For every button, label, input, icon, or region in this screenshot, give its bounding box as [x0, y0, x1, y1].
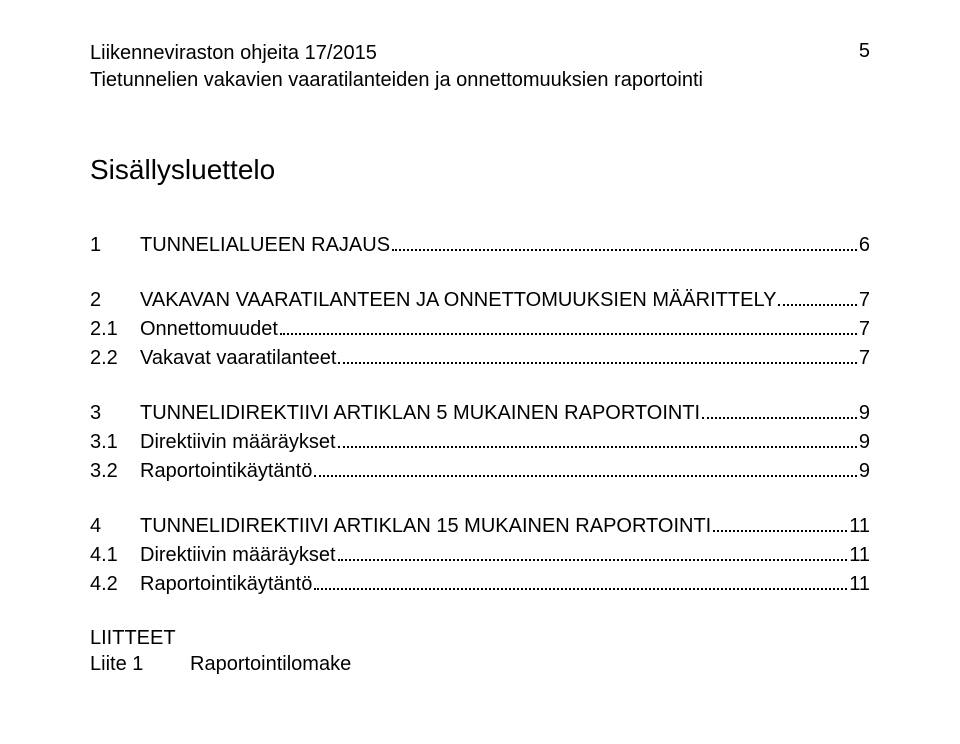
toc-page: 7	[859, 344, 870, 373]
header-line2: Tietunnelien vakavien vaaratilanteiden j…	[90, 67, 703, 94]
toc-label-wrap: VAKAVAN VAARATILANTEEN JA ONNETTOMUUKSIE…	[140, 286, 870, 315]
toc-label-wrap: TUNNELIDIREKTIIVI ARTIKLAN 15 MUKAINEN R…	[140, 512, 870, 541]
toc-group: 2 VAKAVAN VAARATILANTEEN JA ONNETTOMUUKS…	[90, 286, 870, 373]
toc-page: 9	[859, 399, 870, 428]
appendix-section: LIITTEET Liite 1 Raportointilomake	[90, 627, 870, 679]
toc-page: 11	[849, 570, 870, 599]
toc-label-wrap: TUNNELIALUEEN RAJAUS 6	[140, 231, 870, 260]
toc-label-wrap: Raportointikäytäntö 9	[140, 457, 870, 486]
toc-number: 2.1	[90, 315, 140, 344]
toc-leader	[713, 512, 847, 532]
toc-leader	[392, 231, 857, 251]
toc-label: VAKAVAN VAARATILANTEEN JA ONNETTOMUUKSIE…	[140, 286, 776, 315]
toc-group: 1 TUNNELIALUEEN RAJAUS 6	[90, 231, 870, 260]
toc-leader	[280, 315, 857, 335]
toc-number: 3.1	[90, 428, 140, 457]
header-left: Liikenneviraston ohjeita 17/2015 Tietunn…	[90, 40, 703, 94]
toc-leader	[314, 570, 847, 590]
toc-row: 2 VAKAVAN VAARATILANTEEN JA ONNETTOMUUKS…	[90, 286, 870, 315]
toc-group: 3 TUNNELIDIREKTIIVI ARTIKLAN 5 MUKAINEN …	[90, 399, 870, 486]
toc-leader	[338, 541, 848, 561]
toc-leader	[338, 344, 856, 364]
toc-page: 7	[859, 315, 870, 344]
page-header: Liikenneviraston ohjeita 17/2015 Tietunn…	[90, 40, 870, 94]
toc-page: 11	[849, 512, 870, 541]
toc-leader	[702, 399, 857, 419]
appendix-label: Raportointilomake	[190, 650, 351, 679]
toc-label: Raportointikäytäntö	[140, 457, 312, 486]
toc-label-wrap: Direktiivin määräykset 11	[140, 541, 870, 570]
page: Liikenneviraston ohjeita 17/2015 Tietunn…	[0, 0, 960, 719]
toc-label-wrap: Raportointikäytäntö 11	[140, 570, 870, 599]
toc-row: 3.2 Raportointikäytäntö 9	[90, 457, 870, 486]
toc-number: 1	[90, 231, 140, 260]
toc-page: 9	[859, 457, 870, 486]
toc-page: 11	[849, 541, 870, 570]
toc-row: 4 TUNNELIDIREKTIIVI ARTIKLAN 15 MUKAINEN…	[90, 512, 870, 541]
toc-label-wrap: TUNNELIDIREKTIIVI ARTIKLAN 5 MUKAINEN RA…	[140, 399, 870, 428]
toc-row: 1 TUNNELIALUEEN RAJAUS 6	[90, 231, 870, 260]
toc-number: 3.2	[90, 457, 140, 486]
toc-label: TUNNELIALUEEN RAJAUS	[140, 231, 390, 260]
appendix-number: Liite 1	[90, 650, 190, 679]
page-number: 5	[859, 40, 870, 63]
toc-label: Direktiivin määräykset	[140, 428, 336, 457]
toc-row: 3.1 Direktiivin määräykset 9	[90, 428, 870, 457]
toc-leader	[338, 428, 857, 448]
toc-label-wrap: Onnettomuudet 7	[140, 315, 870, 344]
table-of-contents: 1 TUNNELIALUEEN RAJAUS 6 2 VAKAVAN VAARA…	[90, 231, 870, 599]
toc-number: 2.2	[90, 344, 140, 373]
toc-label: Vakavat vaaratilanteet	[140, 344, 336, 373]
toc-label: Direktiivin määräykset	[140, 541, 336, 570]
toc-label: Raportointikäytäntö	[140, 570, 312, 599]
toc-number: 4.1	[90, 541, 140, 570]
toc-label: TUNNELIDIREKTIIVI ARTIKLAN 5 MUKAINEN RA…	[140, 399, 700, 428]
toc-row: 4.1 Direktiivin määräykset 11	[90, 541, 870, 570]
toc-label-wrap: Vakavat vaaratilanteet 7	[140, 344, 870, 373]
appendix-row: Liite 1 Raportointilomake	[90, 650, 870, 679]
toc-number: 4	[90, 512, 140, 541]
toc-page: 9	[859, 428, 870, 457]
toc-row: 4.2 Raportointikäytäntö 11	[90, 570, 870, 599]
appendix-heading: LIITTEET	[90, 627, 870, 650]
toc-page: 6	[859, 231, 870, 260]
header-line1: Liikenneviraston ohjeita 17/2015	[90, 40, 703, 67]
toc-number: 4.2	[90, 570, 140, 599]
toc-leader	[314, 457, 857, 477]
toc-number: 2	[90, 286, 140, 315]
toc-label: TUNNELIDIREKTIIVI ARTIKLAN 15 MUKAINEN R…	[140, 512, 711, 541]
toc-row: 2.1 Onnettomuudet 7	[90, 315, 870, 344]
toc-row: 3 TUNNELIDIREKTIIVI ARTIKLAN 5 MUKAINEN …	[90, 399, 870, 428]
toc-title: Sisällysluettelo	[90, 154, 870, 186]
toc-row: 2.2 Vakavat vaaratilanteet 7	[90, 344, 870, 373]
toc-label: Onnettomuudet	[140, 315, 278, 344]
toc-group: 4 TUNNELIDIREKTIIVI ARTIKLAN 15 MUKAINEN…	[90, 512, 870, 599]
toc-page: 7	[859, 286, 870, 315]
toc-leader	[778, 286, 856, 306]
toc-number: 3	[90, 399, 140, 428]
toc-label-wrap: Direktiivin määräykset 9	[140, 428, 870, 457]
